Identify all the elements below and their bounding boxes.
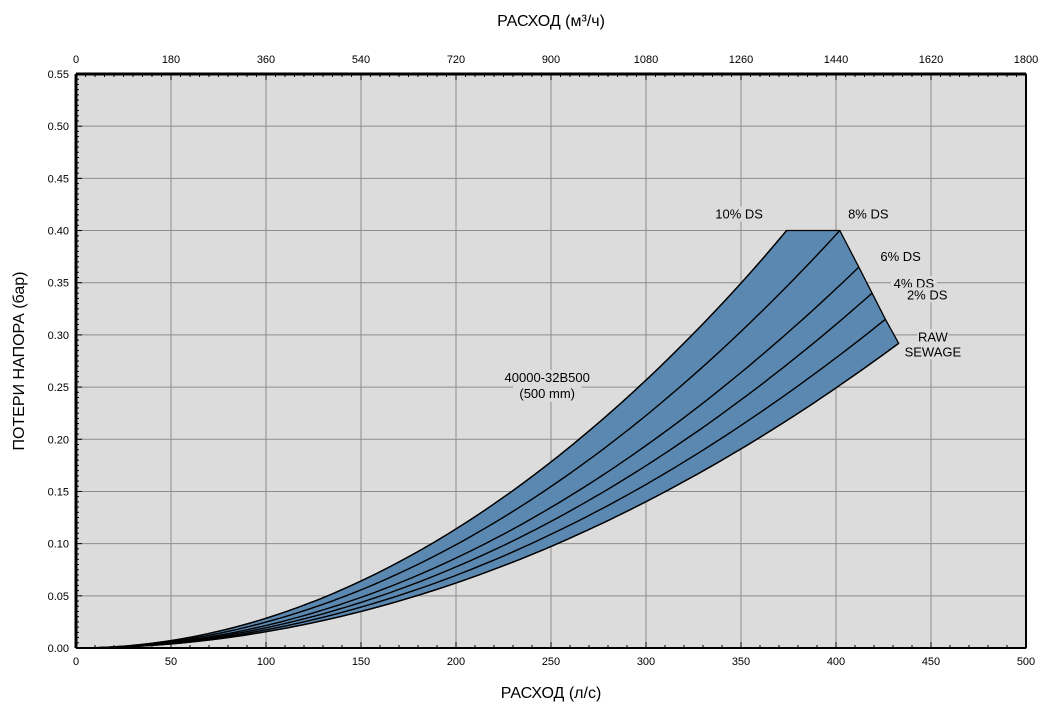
top-tick-label: 1620 <box>919 54 943 66</box>
series-label: RAW <box>918 329 949 344</box>
y-tick-label: 0.00 <box>48 643 69 655</box>
y-tick-label: 0.45 <box>48 173 69 185</box>
series-curve-2-ds <box>76 318 886 649</box>
y-tick-label: 0.15 <box>48 486 69 498</box>
y-tick-label: 0.35 <box>48 278 69 290</box>
top-tick-label: 1260 <box>729 54 753 66</box>
labels: 0 50 100 150 200 250 300 350 400 450 500 0 180 360 540… <box>48 54 1039 668</box>
series-label: 2% DS <box>907 287 948 302</box>
series-label: 6% DS <box>880 249 921 264</box>
y-tick-label: 0.30 <box>48 330 69 342</box>
x-tick-label: 150 <box>352 656 370 668</box>
y-tick-label: 0.25 <box>48 382 69 394</box>
curves <box>76 230 900 649</box>
series-curve-4-ds <box>76 292 873 649</box>
top-tick-label: 720 <box>447 54 465 66</box>
label-backdrop <box>712 206 766 222</box>
x-tick-label: 300 <box>637 656 655 668</box>
x-tick-label: 50 <box>165 656 177 668</box>
series-curve-8-ds <box>76 230 841 649</box>
label-backdrop <box>904 287 951 303</box>
top-axis-title: РАСХОД (м³/ч) <box>497 13 605 30</box>
label-backdrop <box>845 206 892 222</box>
top-tick-label: 1080 <box>634 54 658 66</box>
series-label: 10% DS <box>715 207 763 222</box>
y-axis-title: ПОТЕРИ НАПОРА (бар) <box>11 272 28 451</box>
model-label-backdrop <box>513 385 582 402</box>
series-label: SEWAGE <box>905 344 962 359</box>
model-label: (500 mm) <box>519 386 575 401</box>
x-tick-label: 350 <box>732 656 750 668</box>
x-tick-label: 450 <box>922 656 940 668</box>
y-tick-label: 0.55 <box>48 69 69 81</box>
top-tick-label: 180 <box>162 54 180 66</box>
x-tick-label: 0 <box>73 656 79 668</box>
y-tick-label: 0.20 <box>48 434 69 446</box>
model-label: 40000-32B500 <box>505 370 590 385</box>
top-tick-label: 900 <box>542 54 560 66</box>
series-label: 8% DS <box>848 207 889 222</box>
ticks <box>75 73 1027 649</box>
x-tick-label: 250 <box>542 656 560 668</box>
top-tick-label: 0 <box>73 54 79 66</box>
series-curve-10-ds <box>76 230 788 649</box>
x-axis-title: РАСХОД (л/с) <box>501 685 602 702</box>
label-backdrop <box>877 249 924 265</box>
model-label-backdrop <box>497 369 597 386</box>
x-tick-label: 400 <box>827 656 845 668</box>
series-curve-6-ds <box>76 266 860 649</box>
y-tick-label: 0.50 <box>48 121 69 133</box>
label-backdrop <box>906 344 960 360</box>
top-tick-label: 540 <box>352 54 370 66</box>
y-tick-label: 0.05 <box>48 591 69 603</box>
top-tick-label: 360 <box>257 54 275 66</box>
series-curve-raw-sewage <box>76 342 900 649</box>
y-tick-label: 0.10 <box>48 539 69 551</box>
top-tick-label: 1800 <box>1014 54 1038 66</box>
x-tick-label: 500 <box>1017 656 1035 668</box>
top-tick-label: 1440 <box>824 54 848 66</box>
label-backdrop <box>917 329 949 345</box>
y-tick-label: 0.40 <box>48 226 69 238</box>
x-tick-label: 200 <box>447 656 465 668</box>
x-tick-label: 100 <box>257 656 275 668</box>
